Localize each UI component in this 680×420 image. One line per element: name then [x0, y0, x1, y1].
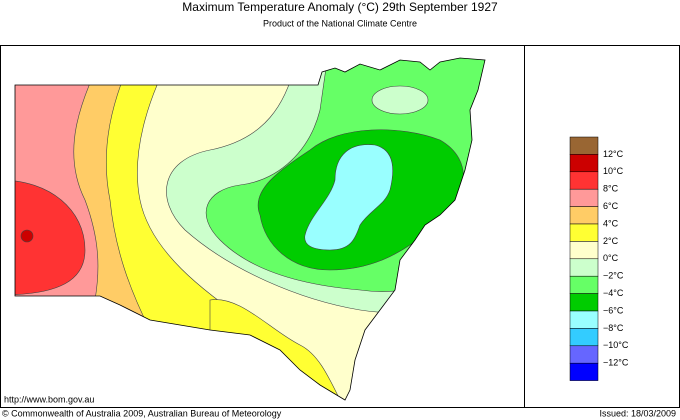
- legend-label: 10°C: [603, 166, 624, 176]
- legend-swatch: [569, 345, 599, 364]
- legend-label: 6°C: [603, 201, 619, 211]
- legend-swatch: [569, 136, 599, 155]
- legend-label: 12°C: [603, 149, 624, 159]
- legend-swatch: [569, 362, 599, 381]
- legend-label: 8°C: [603, 184, 619, 194]
- legend-swatch: [569, 241, 599, 260]
- legend-label: 2°C: [603, 236, 619, 246]
- url: http://www.bom.gov.au: [4, 394, 94, 404]
- legend-label: 4°C: [603, 218, 619, 228]
- legend-swatch: [569, 171, 599, 190]
- legend-label: −6°C: [603, 305, 624, 315]
- legend-label: −10°C: [603, 340, 629, 350]
- legend-swatch: [569, 293, 599, 312]
- state-outline: [14, 57, 486, 401]
- legend-label: 0°C: [603, 253, 619, 263]
- legend-frame: [524, 45, 680, 408]
- legend-swatch: [569, 328, 599, 347]
- subtitle: Product of the National Climate Centre: [263, 18, 417, 28]
- title: Maximum Temperature Anomaly (°C) 29th Se…: [182, 0, 498, 14]
- anomaly-map: [15, 58, 485, 400]
- issued: Issued: 18/03/2009: [599, 408, 676, 418]
- legend-label: −4°C: [603, 288, 624, 298]
- legend-swatch: [569, 223, 599, 242]
- legend-label: −12°C: [603, 358, 629, 368]
- copyright: © Commonwealth of Australia 2009, Austra…: [2, 408, 282, 418]
- legend: 12°C 10°C 8°C 6°C 4°C 2°C 0°C −2°C −4°C −6°C −8°C −…: [569, 136, 629, 381]
- legend-label: −8°C: [603, 323, 624, 333]
- legend-label: −2°C: [603, 271, 624, 281]
- legend-swatch: [569, 154, 599, 173]
- legend-swatch: [569, 206, 599, 225]
- legend-swatch: [569, 188, 599, 207]
- legend-swatch: [569, 275, 599, 294]
- legend-swatch: [569, 258, 599, 277]
- legend-swatch: [569, 310, 599, 329]
